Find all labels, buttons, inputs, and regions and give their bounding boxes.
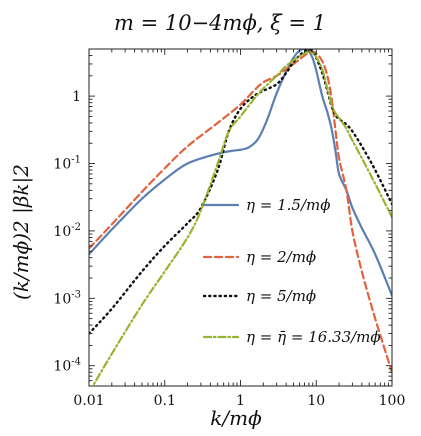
series-line-4: [91, 50, 392, 386]
axes: [88, 48, 393, 387]
y-tick-label: 10-1: [53, 155, 81, 173]
legend: η = 1.5/mϕ η = 2/mϕ η = 5/mϕ η = η̄ = 16.33…: [202, 196, 381, 346]
legend-label-3: η = 5/mϕ: [246, 287, 316, 305]
legend-label-2: η = 2/mϕ: [246, 248, 316, 266]
series-line-2: [89, 50, 392, 374]
x-tick-label: 0.1: [154, 393, 176, 409]
y-axis-label: (k/mϕ)2 |βk|2: [9, 164, 34, 300]
legend-label-4: η = η̄ = 16.33/mϕ: [246, 328, 381, 346]
tick-labels: 0.01 0.1 1 10 100 10-4 10-3 10-2 10-1 1: [53, 89, 405, 409]
y-tick-label: 1: [72, 89, 81, 105]
y-tick-label: 10-2: [53, 222, 81, 240]
x-tick-label: 100: [379, 393, 406, 409]
x-tick-label: 0.01: [73, 393, 104, 409]
x-axis-label: k/mϕ: [210, 406, 262, 430]
series-line-1: [89, 49, 392, 297]
legend-label-1: η = 1.5/mϕ: [246, 196, 330, 214]
chart-title: m = 10−4mϕ, ξ = 1: [114, 11, 326, 35]
y-tick-label: 10-3: [53, 289, 81, 307]
x-tick-label: 1: [236, 393, 245, 409]
x-tick-label: 10: [307, 393, 325, 409]
y-tick-label: 10-4: [53, 357, 81, 375]
